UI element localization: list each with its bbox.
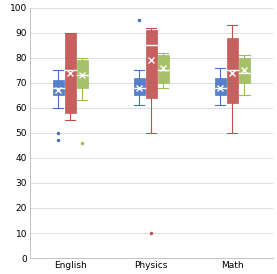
FancyBboxPatch shape [215,78,226,95]
FancyBboxPatch shape [239,58,250,83]
FancyBboxPatch shape [227,38,238,103]
FancyBboxPatch shape [146,30,157,98]
FancyBboxPatch shape [53,80,64,95]
FancyBboxPatch shape [134,78,145,95]
FancyBboxPatch shape [158,55,169,83]
FancyBboxPatch shape [77,60,88,88]
FancyBboxPatch shape [65,33,76,113]
